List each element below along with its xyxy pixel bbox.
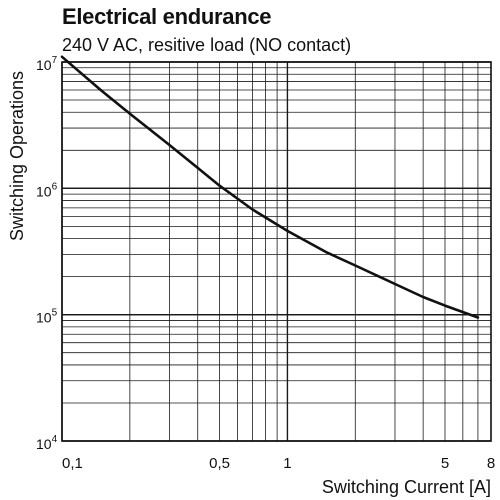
endurance-curve	[60, 55, 480, 319]
x-tick-labels: 0,1 0,5 1 5 8	[62, 455, 495, 472]
y-axis-label: Switching Operations	[7, 71, 27, 241]
chart-title: Electrical endurance	[62, 4, 272, 29]
y-tick-label: 104	[36, 434, 58, 452]
grid-lines	[61, 61, 492, 442]
y-tick-label: 107	[36, 55, 58, 73]
x-axis-label: Switching Current [A]	[322, 477, 491, 497]
y-tick-labels: 104 105 106 107	[36, 55, 58, 452]
x-tick-label: 1	[283, 455, 291, 472]
plot-frame	[61, 61, 492, 442]
x-tick-label: 8	[487, 455, 495, 472]
x-tick-label: 0,5	[209, 455, 230, 472]
chart-subtitle: 240 V AC, resitive load (NO contact)	[62, 35, 352, 55]
x-tick-label: 5	[441, 455, 449, 472]
x-tick-label: 0,1	[62, 455, 83, 472]
y-tick-label: 105	[36, 308, 58, 326]
y-tick-label: 106	[36, 181, 58, 199]
